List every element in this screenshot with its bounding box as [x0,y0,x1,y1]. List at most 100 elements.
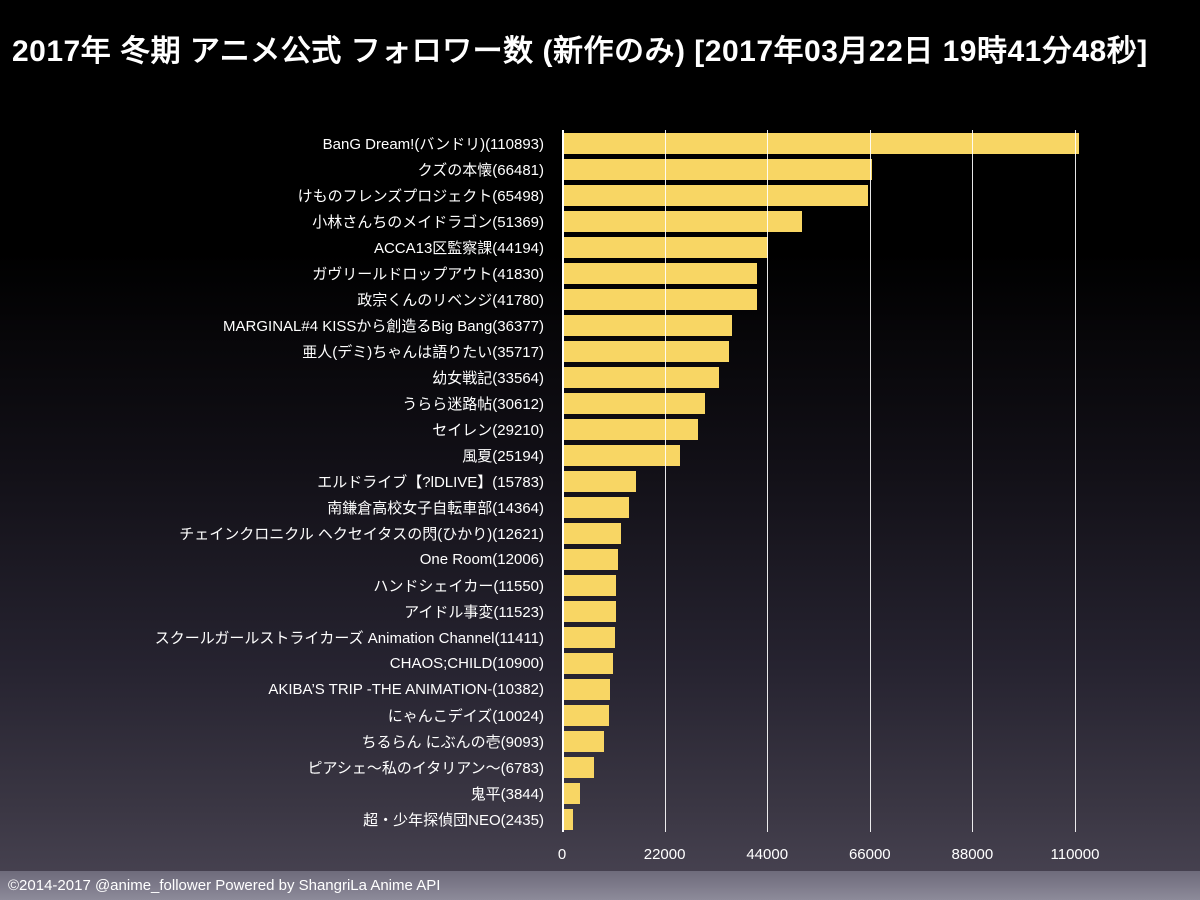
bar-track [562,314,1200,336]
x-tick-label: 0 [557,846,567,863]
chart-row: ピアシェ〜私のイタリアン〜(6783) [0,754,1200,780]
bar-label: けものフレンズプロジェクト(65498) [297,187,544,205]
bar [562,548,618,570]
footer-bar: ©2014-2017 @anime_follower Powered by Sh… [0,871,1200,900]
chart-row: 風夏(25194) [0,442,1200,468]
bar-track [562,756,1200,778]
chart-row: アイドル事変(11523) [0,598,1200,624]
bar-label: MARGINAL#4 KISSから創造るBig Bang(36377) [223,317,544,335]
bar [562,704,609,726]
x-tick-label: 66000 [848,846,891,863]
bar [562,366,719,388]
bar-track [562,418,1200,440]
bar-label: 南鎌倉高校女子自転車部(14364) [327,499,544,517]
bar-label: 小林さんちのメイドラゴン(51369) [312,213,544,231]
bar [562,444,680,466]
chart-row: クズの本懐(66481) [0,156,1200,182]
bar-track [562,132,1200,154]
chart-row: ハンドシェイカー(11550) [0,572,1200,598]
bar [562,392,705,414]
bar [562,158,872,180]
chart-row: BanG Dream!(バンドリ)(110893) [0,130,1200,156]
bar [562,210,802,232]
chart-row: 鬼平(3844) [0,780,1200,806]
bar-track [562,288,1200,310]
bar-track [562,366,1200,388]
bar-track [562,574,1200,596]
x-tick-label: 44000 [746,846,789,863]
bar-label: ACCA13区監察課(44194) [373,239,544,257]
chart-row: ACCA13区監察課(44194) [0,234,1200,260]
bar-track [562,392,1200,414]
bar-label: うらら迷路帖(30612) [402,395,544,413]
bar [562,782,580,804]
bar-track [562,470,1200,492]
bar [562,236,769,258]
bar-label: クズの本懐(66481) [417,161,544,179]
bar-track [562,522,1200,544]
chart-row: 幼女戦記(33564) [0,364,1200,390]
bar [562,756,594,778]
bar [562,470,636,492]
bar-track [562,236,1200,258]
x-axis-ticks: 0 22000 44000 66000 88000 110000 [558,846,1200,868]
chart-row: エルドライブ【?lDLIVE】(15783) [0,468,1200,494]
chart-row: 小林さんちのメイドラゴン(51369) [0,208,1200,234]
chart-row: 南鎌倉高校女子自転車部(14364) [0,494,1200,520]
chart-row: にゃんこデイズ(10024) [0,702,1200,728]
bar-chart: BanG Dream!(バンドリ)(110893) クズの本懐(66481) けもの… [0,130,1200,863]
chart-row: 政宗くんのリベンジ(41780) [0,286,1200,312]
bar-track [562,626,1200,648]
x-tick-label: 88000 [951,846,994,863]
bar [562,522,621,544]
chart-row: CHAOS;CHILD(10900) [0,650,1200,676]
bar-label: 風夏(25194) [462,447,544,465]
bar [562,678,611,700]
chart-row: ガヴリールドロップアウト(41830) [0,260,1200,286]
bar [562,600,616,622]
x-tick-label: 110000 [1050,846,1100,863]
chart-row: うらら迷路帖(30612) [0,390,1200,416]
bar [562,808,574,830]
bar-track [562,704,1200,726]
bar [562,314,732,336]
bar-track [562,600,1200,622]
bar-label: AKIBA’S TRIP -THE ANIMATION-(10382) [268,680,544,698]
bar [562,340,729,362]
bar-track [562,184,1200,206]
bar-label: セイレン(29210) [432,421,544,439]
chart-row: スクールガールストライカーズ Animation Channel(11411) [0,624,1200,650]
bar-track [562,782,1200,804]
bar-label: ハンドシェイカー(11550) [373,577,544,595]
bar-track [562,496,1200,518]
bar-label: ちるらん にぶんの壱(9093) [361,733,544,751]
bar-label: ガヴリールドロップアウト(41830) [312,265,544,283]
chart-row: セイレン(29210) [0,416,1200,442]
footer-credit: ©2014-2017 @anime_follower Powered by Sh… [8,877,441,894]
bar-track [562,158,1200,180]
chart-title: 2017年 冬期 アニメ公式 フォロワー数 (新作のみ) [2017年03月22… [12,35,1148,68]
bar [562,184,868,206]
bar-label: ピアシェ〜私のイタリアン〜(6783) [307,759,544,777]
bar-label: エルドライブ【?lDLIVE】(15783) [317,473,544,491]
bar [562,132,1080,154]
bar-track [562,262,1200,284]
x-tick-label: 22000 [643,846,686,863]
bar-track [562,808,1200,830]
bar-track [562,548,1200,570]
bar-label: チェインクロニクル ヘクセイタスの閃(ひかり)(12621) [179,525,544,543]
bar-label: 幼女戦記(33564) [432,369,544,387]
chart-row: チェインクロニクル ヘクセイタスの閃(ひかり)(12621) [0,520,1200,546]
bar [562,496,629,518]
bar-label: 超・少年探偵団NEO(2435) [363,811,544,829]
chart-row: 亜人(デミ)ちゃんは語りたい(35717) [0,338,1200,364]
bar-label: 政宗くんのリベンジ(41780) [357,291,544,309]
chart-row: MARGINAL#4 KISSから創造るBig Bang(36377) [0,312,1200,338]
bar [562,730,605,752]
bar [562,288,757,310]
bar-track [562,678,1200,700]
bar-label: スクールガールストライカーズ Animation Channel(11411) [154,629,544,647]
bar-label: アイドル事変(11523) [404,603,544,621]
bar [562,652,613,674]
bar [562,418,699,440]
